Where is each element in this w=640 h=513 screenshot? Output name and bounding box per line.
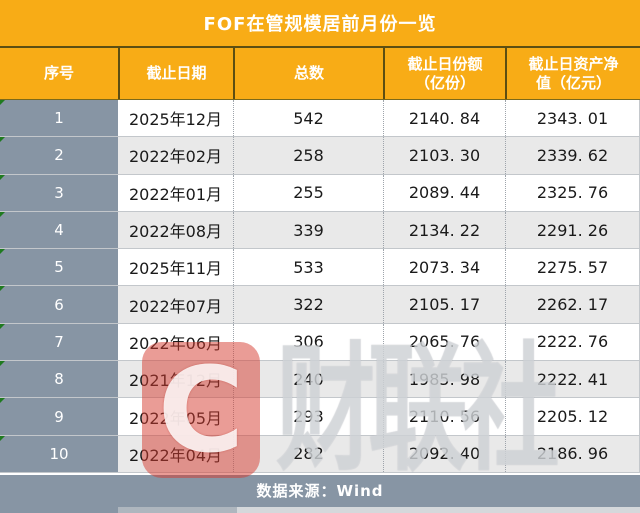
comment-triangle-icon <box>0 211 5 217</box>
index-cell: 10 <box>0 435 118 472</box>
column-header-total: 总数 <box>233 48 383 99</box>
table-row: 1 2025年12月 542 2140. 84 2343. 01 <box>0 100 640 138</box>
nav-cell: 2325. 76 <box>505 174 640 211</box>
table-row: 7 2022年06月 306 2065. 76 2222. 76 <box>0 323 640 362</box>
share-cell: 2073. 34 <box>383 249 505 286</box>
share-cell: 2105. 17 <box>383 286 505 323</box>
total-cell: 533 <box>233 249 383 286</box>
comment-triangle-icon <box>0 137 5 143</box>
nav-cell: 2222. 41 <box>505 361 640 398</box>
table-title-bar: FOF在管规模居前月份一览 <box>0 0 640 48</box>
nav-cell: 2339. 62 <box>505 137 640 174</box>
share-cell: 2103. 30 <box>383 137 505 174</box>
date-cell: 2022年01月 <box>128 184 223 204</box>
share-cell: 2134. 22 <box>383 211 505 249</box>
total-cell: 258 <box>233 137 383 174</box>
total-cell: 293 <box>233 398 383 435</box>
share-cell: 2110. 56 <box>383 398 505 435</box>
nav-cell: 2291. 26 <box>505 211 640 249</box>
total-cell: 339 <box>233 211 383 249</box>
table-header-row: 序号 截止日期 总数 截止日份额 （亿份） 截止日资产净 值（亿元） <box>0 48 640 100</box>
share-cell: 1985. 98 <box>383 361 505 398</box>
comment-triangle-icon <box>0 249 5 255</box>
share-cell: 2089. 44 <box>383 174 505 211</box>
table-row: 6 2022年07月 322 2105. 17 2262. 17 <box>0 286 640 324</box>
comment-triangle-icon <box>0 361 5 367</box>
column-header-nav: 截止日资产净 值（亿元） <box>505 48 640 99</box>
comment-triangle-icon <box>0 398 5 404</box>
index-cell: 8 <box>0 361 118 398</box>
column-header-share: 截止日份额 （亿份） <box>383 48 505 99</box>
index-cell: 3 <box>0 174 118 211</box>
nav-cell: 2262. 17 <box>505 286 640 323</box>
date-cell: 2025年12月 <box>128 110 223 130</box>
date-cell: 2022年06月 <box>128 333 223 353</box>
index-cell: 1 <box>0 100 118 137</box>
total-cell: 282 <box>233 435 383 472</box>
nav-cell: 2186. 96 <box>505 435 640 472</box>
total-cell: 306 <box>233 323 383 361</box>
nav-cell: 2343. 01 <box>505 100 640 137</box>
comment-triangle-icon <box>0 174 5 180</box>
share-cell: 2065. 76 <box>383 323 505 361</box>
bottom-row-sliver <box>0 506 640 513</box>
total-cell: 240 <box>233 361 383 398</box>
comment-triangle-icon <box>0 286 5 292</box>
table-row: 8 2021年12月 240 1985. 98 2222. 41 <box>0 361 640 399</box>
table-body: 1 2025年12月 542 2140. 84 2343. 01 2 2022年… <box>0 100 640 479</box>
total-cell: 255 <box>233 174 383 211</box>
data-source-label: 数据来源：Wind <box>256 482 384 501</box>
nav-cell: 2205. 12 <box>505 398 640 435</box>
date-cell: 2021年12月 <box>128 371 223 391</box>
comment-triangle-icon <box>0 435 5 441</box>
comment-triangle-icon <box>0 323 5 329</box>
column-header-index: 序号 <box>43 64 74 82</box>
index-cell: 7 <box>0 323 118 361</box>
date-cell: 2022年08月 <box>128 222 223 242</box>
share-cell: 2092. 40 <box>383 435 505 472</box>
table-row: 3 2022年01月 255 2089. 44 2325. 76 <box>0 174 640 212</box>
comment-triangle-icon <box>0 100 5 105</box>
data-source-bar: 数据来源：Wind <box>0 472 640 507</box>
date-cell: 2022年07月 <box>128 296 223 316</box>
date-cell: 2025年11月 <box>128 259 223 279</box>
index-cell: 6 <box>0 286 118 323</box>
share-cell: 2140. 84 <box>383 100 505 137</box>
index-cell: 5 <box>0 249 118 286</box>
table-row: 4 2022年08月 339 2134. 22 2291. 26 <box>0 211 640 250</box>
date-cell: 2022年02月 <box>128 147 223 167</box>
nav-cell: 2222. 76 <box>505 323 640 361</box>
index-cell: 2 <box>0 137 118 174</box>
table-row: 10 2022年04月 282 2092. 40 2186. 96 <box>0 435 640 473</box>
column-header-date: 截止日期 <box>118 48 233 99</box>
index-cell: 9 <box>0 398 118 435</box>
date-cell: 2022年04月 <box>128 445 223 465</box>
total-cell: 322 <box>233 286 383 323</box>
date-cell: 2022年05月 <box>128 408 223 428</box>
nav-cell: 2275. 57 <box>505 249 640 286</box>
table-row: 9 2022年05月 293 2110. 56 2205. 12 <box>0 398 640 436</box>
index-cell: 4 <box>0 211 118 249</box>
table-row: 5 2025年11月 533 2073. 34 2275. 57 <box>0 249 640 287</box>
table-row: 2 2022年02月 258 2103. 30 2339. 62 <box>0 137 640 175</box>
page-title: FOF在管规模居前月份一览 <box>203 14 437 35</box>
total-cell: 542 <box>233 100 383 137</box>
